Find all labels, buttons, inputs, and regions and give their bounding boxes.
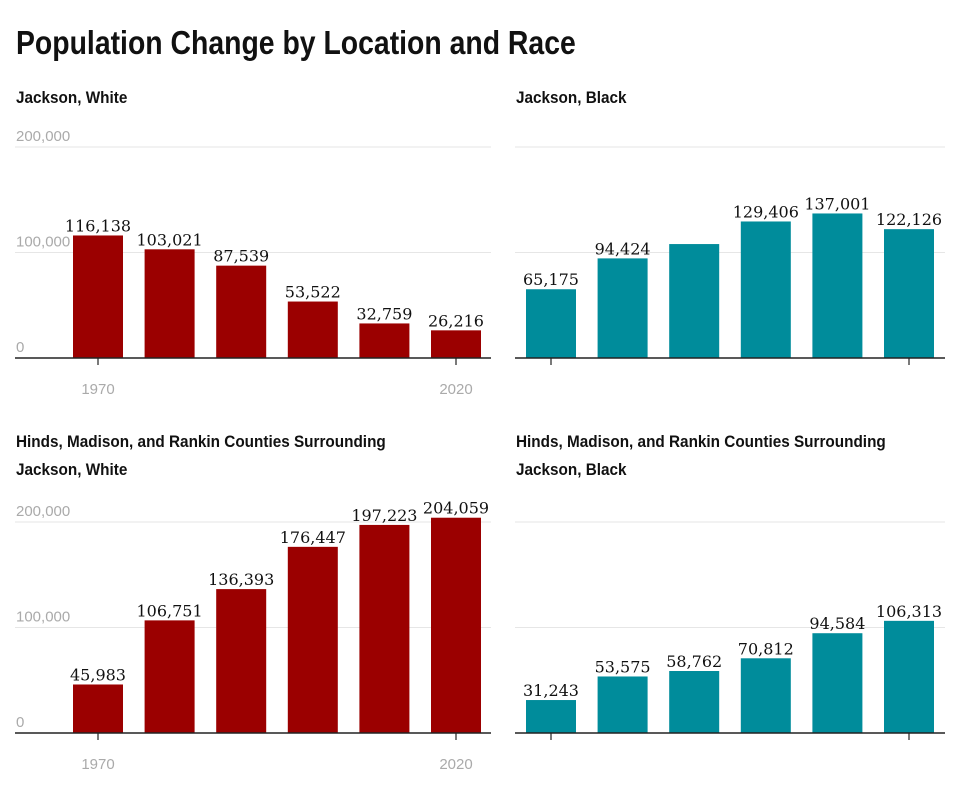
bar	[812, 633, 863, 733]
y-tick-label: 100,000	[16, 609, 70, 626]
x-tick-label: 2020	[439, 756, 472, 773]
data-label: 204,059	[423, 499, 489, 518]
data-label: 58,762	[666, 652, 722, 671]
data-label: 116,138	[65, 216, 131, 235]
data-label: 176,447	[280, 528, 346, 547]
bar	[740, 658, 791, 733]
data-label: 87,539	[213, 247, 269, 266]
y-tick-label: 200,000	[16, 128, 70, 145]
chart-title-counties-black: Hinds, Madison, and Rankin Counties Surr…	[516, 428, 886, 484]
title-line: Hinds, Madison, and Rankin Counties Surr…	[516, 432, 886, 451]
bar	[216, 265, 267, 358]
title-line: Jackson, White	[16, 460, 128, 479]
bar	[526, 700, 576, 733]
bar	[144, 620, 195, 733]
data-label: 70,812	[738, 639, 794, 658]
page-title: Population Change by Location and Race	[16, 24, 576, 61]
bar	[740, 221, 791, 358]
bar	[287, 546, 338, 733]
y-tick-label: 200,000	[16, 503, 70, 520]
chart-title-jackson-white: Jackson, White	[16, 88, 128, 107]
bar	[669, 671, 720, 733]
x-tick-label: 1970	[81, 756, 114, 773]
bar	[884, 620, 934, 733]
bar	[144, 249, 195, 358]
bar	[597, 258, 648, 358]
title-line: Hinds, Madison, and Rankin Counties Surr…	[16, 432, 386, 451]
bar	[526, 289, 576, 358]
data-label: 53,575	[595, 657, 651, 676]
data-label: 136,393	[208, 570, 274, 589]
chart-title-counties-white: Hinds, Madison, and Rankin Counties Surr…	[16, 428, 386, 484]
bar	[73, 684, 123, 733]
y-tick-label: 0	[16, 339, 24, 356]
chart-title-jackson-black: Jackson, Black	[516, 88, 627, 107]
data-label: 106,313	[876, 602, 942, 621]
bar	[359, 323, 410, 358]
data-label: 129,406	[733, 202, 799, 221]
bar	[287, 301, 338, 358]
data-label: 31,243	[523, 681, 579, 700]
bar	[812, 213, 863, 358]
data-label: 197,223	[351, 506, 417, 525]
data-label: 53,522	[285, 283, 341, 302]
data-label: 65,175	[523, 270, 579, 289]
data-label: 94,584	[809, 614, 865, 633]
bar	[216, 589, 267, 733]
bar	[73, 235, 123, 358]
y-tick-label: 0	[16, 714, 24, 731]
data-label: 26,216	[428, 311, 484, 330]
data-label: 122,126	[876, 210, 942, 229]
data-label: 32,759	[356, 304, 412, 323]
data-label: 45,983	[70, 665, 126, 684]
title-line: Jackson, Black	[516, 460, 627, 479]
bar	[597, 676, 648, 733]
data-label: 94,424	[595, 239, 651, 258]
bar	[884, 229, 934, 358]
bar	[431, 330, 481, 358]
bar	[359, 524, 410, 733]
y-tick-label: 100,000	[16, 234, 70, 251]
bar	[669, 244, 720, 358]
x-tick-label: 1970	[81, 381, 114, 398]
data-label: 137,001	[804, 194, 870, 213]
data-label: 106,751	[137, 601, 203, 620]
x-tick-label: 2020	[439, 381, 472, 398]
bar	[431, 517, 481, 733]
data-label: 103,021	[137, 230, 203, 249]
